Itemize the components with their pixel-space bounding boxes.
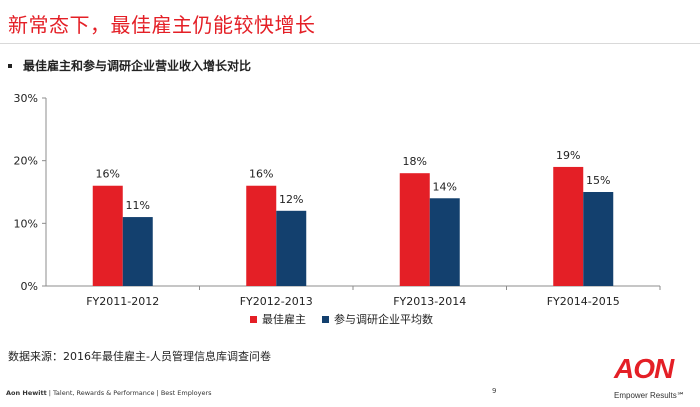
bar-best-employer [246,185,277,286]
slide-title: 新常态下，最佳雇主仍能较快增长 [8,13,316,37]
y-tick-label: 0% [21,280,38,293]
bar-survey-average [583,192,614,286]
bar-best-employer [92,185,123,286]
legend-swatch [322,316,329,323]
footer-text: Aon Hewitt | Talent, Rewards & Performan… [6,389,212,397]
chart-heading-text: 最佳雇主和参与调研企业营业收入增长对比 [23,59,252,73]
bar-value-label: 18% [403,155,427,168]
footer-separator: | [154,389,161,397]
x-tick-label: FY2013-2014 [393,295,466,308]
y-tick-label: 20% [14,155,38,168]
bar-survey-average [122,217,153,286]
bar-value-label: 16% [96,168,120,181]
x-tick-label: FY2011-2012 [86,295,159,308]
x-tick-label: FY2012-2013 [240,295,313,308]
aon-logo: AON [614,353,674,384]
x-tick-label: FY2014-2015 [547,295,620,308]
footer-item-talent: Talent, Rewards & Performance [53,389,155,397]
footer-brand: Aon Hewitt [6,389,47,397]
footer-separator: | [46,389,54,397]
bar-value-label: 11% [126,199,150,212]
aon-tagline: Empower Results℠ [614,391,685,400]
bar-survey-average [276,210,307,286]
bar-value-label: 12% [279,193,303,206]
growth-bar-chart: 0% 10% 20% 30% 16% 11% FY2011-2012 16% 12% FY2012… [14,92,661,326]
bar-value-label: 16% [249,168,273,181]
bar-survey-average [429,198,460,286]
bar-value-label: 14% [433,180,457,193]
bar-value-label: 15% [586,174,610,187]
chart-heading: 最佳雇主和参与调研企业营业收入增长对比 [8,57,251,74]
bullet-square-icon [8,63,12,68]
page-number: 9 [492,387,497,395]
legend-swatch [250,316,257,323]
y-tick-label: 10% [14,217,38,230]
bar-best-employer [399,173,430,286]
y-tick-label: 30% [14,92,38,105]
legend-label: 参与调研企业平均数 [334,312,433,326]
footer-item-best-employers: Best Employers [160,389,212,397]
bar-value-label: 19% [556,149,580,162]
title-divider [0,43,700,44]
bar-best-employer [553,166,584,286]
legend-label: 最佳雇主 [262,312,306,326]
data-source-note: 数据来源：2016年最佳雇主-人员管理信息库调查问卷 [8,350,271,363]
